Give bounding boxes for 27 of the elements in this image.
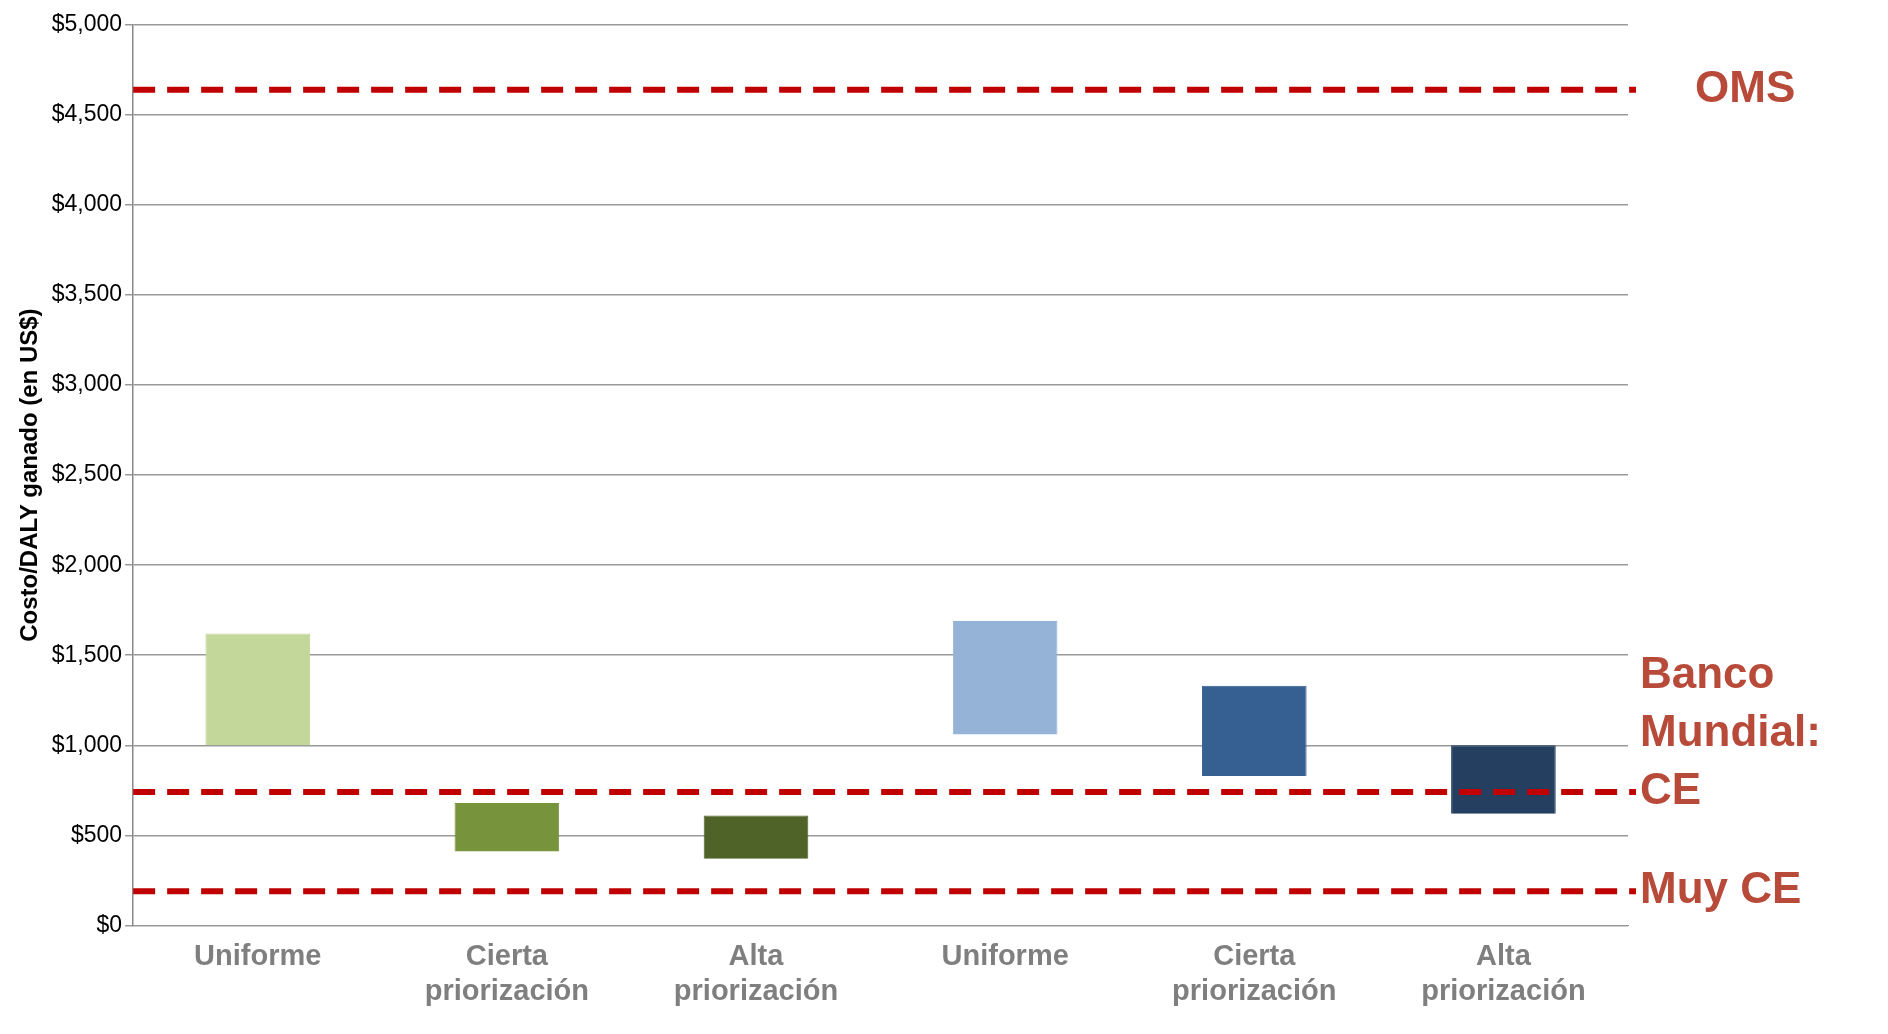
y-tick-label: $1,500 bbox=[51, 640, 123, 667]
y-tick-label: $2,500 bbox=[51, 460, 123, 487]
y-tick-label: $1,000 bbox=[51, 730, 123, 757]
ref-line-label: Banco Mundial: CE bbox=[1640, 648, 1821, 814]
bar bbox=[703, 815, 809, 859]
x-tick-label: Uniforme bbox=[941, 938, 1069, 971]
bar bbox=[952, 621, 1058, 735]
bar bbox=[1201, 685, 1307, 776]
x-tick-label: Alta priorización bbox=[1421, 938, 1586, 1006]
y-tick-label: $5,000 bbox=[51, 10, 123, 37]
x-tick-label: Cierta priorización bbox=[1172, 938, 1337, 1006]
bar bbox=[1451, 745, 1556, 814]
y-tick-label: $0 bbox=[96, 910, 123, 937]
ref-line-label: Muy CE bbox=[1640, 863, 1802, 913]
y-tick-label: $4,500 bbox=[51, 100, 123, 127]
y-axis-title: Costo/DALY ganado (en US$) bbox=[15, 308, 43, 642]
y-tick-label: $500 bbox=[70, 820, 123, 847]
y-tick-label: $3,500 bbox=[51, 280, 123, 307]
bar bbox=[205, 633, 311, 746]
x-tick-label: Alta priorización bbox=[673, 938, 839, 1006]
y-tick-label: $4,000 bbox=[51, 190, 123, 217]
x-tick-label: Uniforme bbox=[194, 938, 322, 971]
ref-line-label: OMS bbox=[1695, 61, 1796, 111]
y-tick-label: $2,000 bbox=[51, 550, 123, 577]
y-tick-label: $3,000 bbox=[51, 370, 123, 397]
bar bbox=[454, 802, 560, 852]
x-tick-label: Cierta priorización bbox=[424, 938, 590, 1006]
